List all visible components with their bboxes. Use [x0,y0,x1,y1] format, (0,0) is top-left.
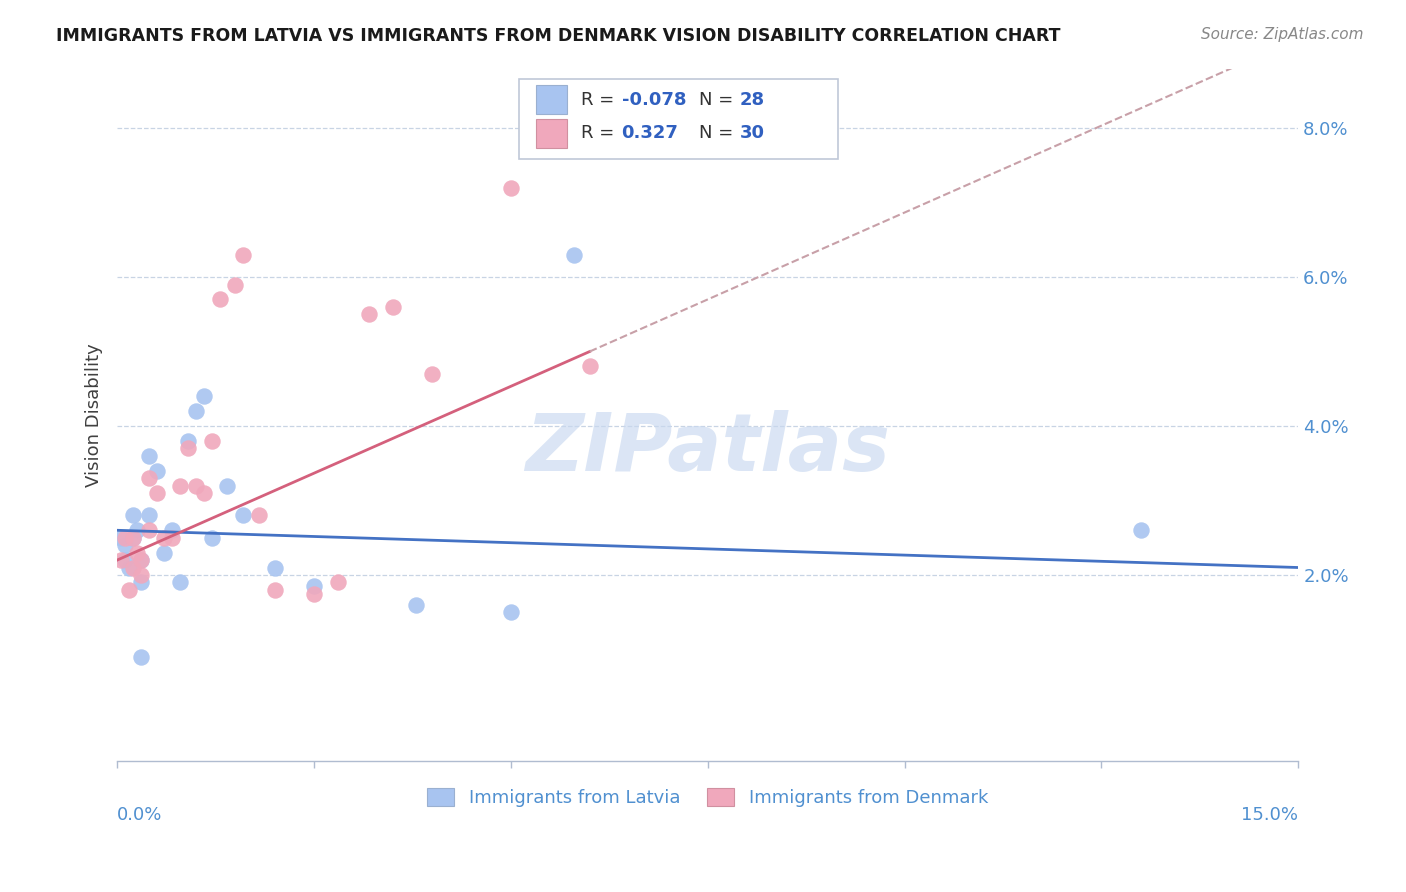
Point [184,404,207,418]
Point [114,553,136,567]
Point [162,531,184,545]
Point [405,598,427,612]
Point [129,553,152,567]
Point [420,367,443,381]
Point [114,538,136,552]
Point [138,523,160,537]
Point [145,464,167,478]
Text: N =: N = [700,124,740,142]
Legend: Immigrants from Latvia, Immigrants from Denmark: Immigrants from Latvia, Immigrants from … [420,780,995,814]
Point [122,531,145,545]
Point [125,523,148,537]
Text: 30: 30 [740,124,765,142]
Point [562,248,585,262]
Point [114,531,136,545]
Point [193,486,215,500]
Point [162,523,184,537]
Point [263,560,285,574]
Point [118,560,141,574]
Text: R =: R = [581,124,620,142]
Point [129,553,152,567]
Point [118,582,141,597]
Point [232,248,254,262]
Point [110,553,132,567]
Point [177,434,200,448]
Point [263,582,285,597]
Point [122,508,145,523]
Point [201,434,224,448]
Point [359,307,381,321]
Point [499,605,522,619]
Point [138,471,160,485]
Point [125,546,148,560]
Point [138,449,160,463]
Point [138,508,160,523]
Point [499,180,522,194]
Point [302,586,325,600]
Point [122,531,145,545]
Text: N =: N = [700,91,740,109]
Point [224,277,246,292]
Text: R =: R = [581,91,620,109]
Text: 0.327: 0.327 [621,124,679,142]
Point [208,293,231,307]
Point [169,575,191,590]
Text: 0.0%: 0.0% [117,805,163,824]
Point [232,508,254,523]
Point [122,560,145,574]
Point [184,478,207,492]
Point [302,579,325,593]
Point [129,568,152,582]
Point [110,531,132,545]
Text: ZIPatlas: ZIPatlas [526,410,890,489]
Point [177,442,200,456]
Point [129,649,152,664]
FancyBboxPatch shape [537,119,567,148]
Y-axis label: Vision Disability: Vision Disability [86,343,103,487]
Text: 28: 28 [740,91,765,109]
Text: IMMIGRANTS FROM LATVIA VS IMMIGRANTS FROM DENMARK VISION DISABILITY CORRELATION : IMMIGRANTS FROM LATVIA VS IMMIGRANTS FRO… [56,27,1060,45]
Point [145,486,167,500]
Point [1129,523,1152,537]
Point [153,531,176,545]
Point [153,546,176,560]
Point [326,575,349,590]
FancyBboxPatch shape [537,86,567,114]
Point [201,531,224,545]
Point [217,478,239,492]
Text: -0.078: -0.078 [621,91,686,109]
Point [381,300,404,314]
FancyBboxPatch shape [519,78,838,159]
Point [578,359,600,374]
Point [129,575,152,590]
Text: 15.0%: 15.0% [1241,805,1298,824]
Point [193,389,215,403]
Point [247,508,270,523]
Text: Source: ZipAtlas.com: Source: ZipAtlas.com [1201,27,1364,42]
Point [169,478,191,492]
